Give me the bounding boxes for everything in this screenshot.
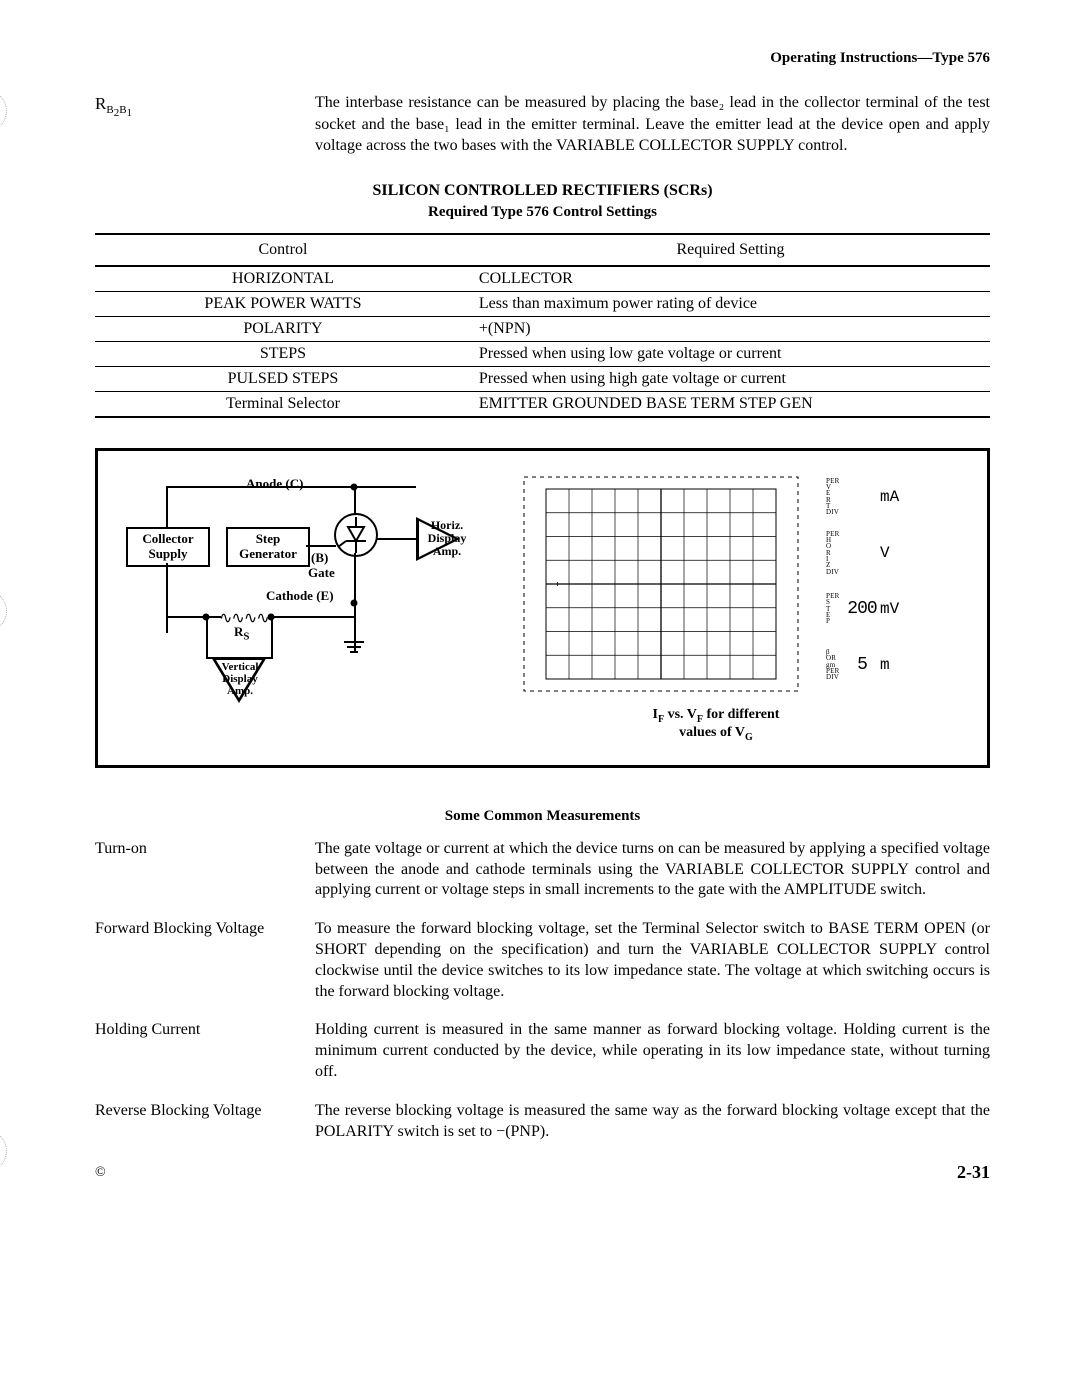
scale-row: PERVERTDIV mA	[826, 469, 946, 525]
figure-inner: Anode (C) Horiz.DisplayAmp.	[116, 469, 969, 751]
cell: +(NPN)	[471, 316, 990, 341]
scale-row: PERSTEP 200 mV	[826, 581, 946, 637]
meas-text: The reverse blocking voltage is measured…	[315, 1101, 990, 1143]
table-row: HORIZONTALCOLLECTOR	[95, 266, 990, 292]
wire	[268, 616, 356, 618]
wire	[354, 629, 356, 641]
wire	[306, 545, 336, 547]
table-row: Terminal SelectorEMITTER GROUNDED BASE T…	[95, 391, 990, 417]
step-generator-box: StepGenerator	[226, 527, 310, 567]
horiz-amp-label: Horiz.DisplayAmp.	[421, 519, 473, 559]
b-label: (B)	[311, 551, 328, 565]
table-row: PEAK POWER WATTSLess than maximum power …	[95, 291, 990, 316]
rbb-label: RB2B1	[95, 92, 315, 120]
gate-label: Gate	[308, 566, 335, 580]
wire	[166, 616, 221, 618]
scale-label: βORgmPERDIV	[826, 649, 844, 680]
cathode-label: Cathode (E)	[266, 589, 334, 603]
table-row: POLARITY+(NPN)	[95, 316, 990, 341]
meas-text: To measure the forward blocking voltage,…	[315, 919, 990, 1002]
intro-text: The interbase resistance can be measured…	[315, 92, 990, 157]
cell: STEPS	[95, 341, 471, 366]
scale-unit: mA	[880, 488, 910, 506]
wire	[206, 617, 208, 657]
wire	[166, 563, 168, 633]
th-setting: Required Setting	[471, 234, 990, 266]
measurements-heading: Some Common Measurements	[95, 808, 990, 825]
collector-supply-box: CollectorSupply	[126, 527, 210, 567]
cell: PEAK POWER WATTS	[95, 291, 471, 316]
measurement-row: Forward Blocking Voltage To measure the …	[95, 919, 990, 1002]
cell: EMITTER GROUNDED BASE TERM STEP GEN	[471, 391, 990, 417]
scale-row: PERHORIZDIV V	[826, 525, 946, 581]
settings-table: Control Required Setting HORIZONTALCOLLE…	[95, 233, 990, 418]
anode-label: Anode (C)	[246, 477, 303, 491]
rs-label: RS	[234, 625, 249, 644]
cell: POLARITY	[95, 316, 471, 341]
meas-text: The gate voltage or current at which the…	[315, 839, 990, 901]
vert-amp-label: VerticalDisplayAmp.	[216, 661, 264, 697]
scale-unit: mV	[880, 600, 910, 618]
scr-subheading: Required Type 576 Control Settings	[95, 204, 990, 221]
figure-box: Anode (C) Horiz.DisplayAmp.	[95, 448, 990, 768]
cell: Pressed when using low gate voltage or c…	[471, 341, 990, 366]
measurement-row: Holding Current Holding current is measu…	[95, 1020, 990, 1082]
crt-graticule	[516, 469, 806, 699]
scale-label: PERSTEP	[826, 593, 844, 624]
measurement-row: Reverse Blocking Voltage The reverse blo…	[95, 1101, 990, 1143]
page-number: 2-31	[95, 1162, 990, 1183]
cell: Pressed when using high gate voltage or …	[471, 366, 990, 391]
copyright-mark: ©	[95, 1165, 106, 1181]
cell: COLLECTOR	[471, 266, 990, 292]
scr-heading: SILICON CONTROLLED RECTIFIERS (SCRs)	[95, 182, 990, 200]
intro-row: RB2B1 The interbase resistance can be me…	[95, 92, 990, 157]
page: Operating Instructions—Type 576 RB2B1 Th…	[0, 0, 1080, 1223]
wire	[354, 602, 356, 652]
meas-label: Holding Current	[95, 1020, 315, 1082]
cell: Less than maximum power rating of device	[471, 291, 990, 316]
scale-row: βORgmPERDIV 5 m	[826, 637, 946, 693]
cell: HORIZONTAL	[95, 266, 471, 292]
meas-label: Turn-on	[95, 839, 315, 901]
meas-label: Reverse Blocking Voltage	[95, 1101, 315, 1143]
scale-value: 200	[844, 599, 880, 619]
wire	[354, 553, 356, 603]
scale-unit: m	[880, 656, 910, 674]
scale-unit: V	[880, 544, 910, 562]
scale-label: PERVERTDIV	[826, 478, 844, 516]
scale-value: 5	[844, 655, 880, 675]
scale-label: PERHORIZDIV	[826, 531, 844, 575]
th-control: Control	[95, 234, 471, 266]
wire	[166, 486, 416, 488]
cell: Terminal Selector	[95, 391, 471, 417]
cell: PULSED STEPS	[95, 366, 471, 391]
table-row: STEPSPressed when using low gate voltage…	[95, 341, 990, 366]
binder-hole-top	[0, 90, 7, 132]
table-row: PULSED STEPSPressed when using high gate…	[95, 366, 990, 391]
binder-hole-bot	[0, 1130, 7, 1172]
page-header: Operating Instructions—Type 576	[95, 50, 990, 67]
meas-label: Forward Blocking Voltage	[95, 919, 315, 1002]
measurement-row: Turn-on The gate voltage or current at w…	[95, 839, 990, 901]
scr-symbol	[334, 513, 378, 557]
scale-column: PERVERTDIV mA PERHORIZDIV V PERSTEP 200 …	[826, 469, 946, 693]
meas-text: Holding current is measured in the same …	[315, 1020, 990, 1082]
wire	[271, 617, 273, 657]
crt-caption: IF vs. VF for differentvalues of VG	[616, 707, 816, 744]
binder-hole-mid	[0, 590, 7, 632]
